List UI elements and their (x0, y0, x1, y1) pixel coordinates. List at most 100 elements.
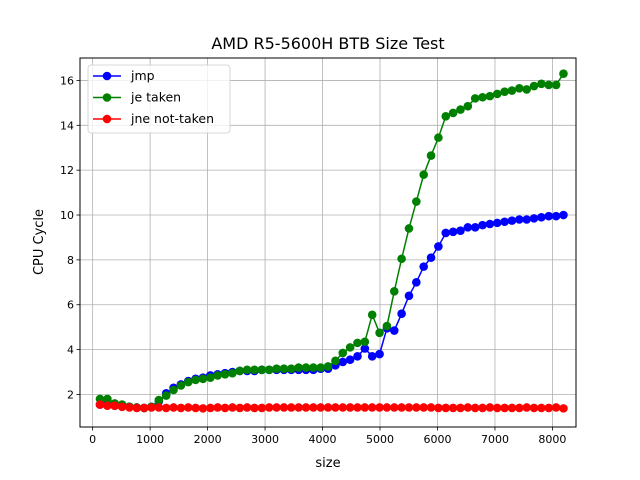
data-point-jne-not-taken (500, 403, 509, 413)
data-point-jne-not-taken (117, 402, 127, 412)
data-point-je-taken (206, 373, 215, 382)
data-point-jne-not-taken (375, 403, 384, 412)
x-tick-label: 8000 (538, 433, 566, 446)
data-point-jne-not-taken (397, 403, 406, 412)
data-point-je-taken (367, 310, 377, 320)
data-point-je-taken (478, 92, 487, 102)
data-point-jne-not-taken (250, 403, 259, 413)
legend-marker-jne-not-taken (102, 114, 112, 124)
data-point-je-taken (537, 79, 546, 89)
data-point-jne-not-taken (161, 403, 171, 413)
data-point-jne-not-taken (257, 403, 267, 413)
legend-marker-jmp (102, 71, 112, 81)
data-point-je-taken (220, 369, 230, 379)
data-point-jne-not-taken (507, 403, 517, 413)
data-point-jne-not-taken (345, 403, 355, 412)
data-point-jmp (507, 216, 517, 225)
data-point-jne-not-taken (103, 401, 112, 410)
data-point-jne-not-taken (169, 403, 178, 412)
data-point-jne-not-taken (110, 401, 120, 410)
data-point-jne-not-taken (220, 403, 230, 413)
data-point-jne-not-taken (522, 403, 531, 412)
data-point-jne-not-taken (213, 403, 223, 412)
data-point-je-taken (456, 105, 465, 114)
data-point-je-taken (559, 69, 568, 79)
data-point-je-taken (191, 375, 200, 385)
data-point-jne-not-taken (404, 403, 414, 412)
data-point-jne-not-taken (206, 403, 215, 413)
chart-title: AMD R5-5600H BTB Size Test (211, 34, 444, 53)
data-point-jmp (470, 223, 480, 232)
data-point-je-taken (161, 391, 171, 400)
data-point-jmp (537, 212, 546, 222)
data-point-jmp (345, 355, 355, 365)
axis-ticks: 0 1000 2000 3000 4000 5000 6000 7000 8000 2 4 6 8 10 1… (60, 74, 566, 446)
data-point-jne-not-taken (228, 403, 237, 412)
data-point-jne-not-taken (485, 403, 495, 412)
data-point-je-taken (301, 363, 311, 372)
data-point-jmp (478, 220, 487, 230)
data-point-je-taken (257, 365, 267, 375)
data-point-jne-not-taken (441, 403, 451, 413)
data-point-jne-not-taken (389, 403, 399, 412)
data-point-je-taken (331, 356, 340, 366)
data-point-je-taken (500, 87, 509, 96)
data-point-jmp (434, 242, 443, 251)
data-point-je-taken (250, 365, 259, 375)
y-tick-label: 14 (60, 119, 74, 132)
data-point-je-taken (551, 80, 561, 90)
legend: jmp je taken jne not-taken (87, 64, 231, 134)
data-point-jne-not-taken (529, 403, 539, 413)
data-point-jne-not-taken (191, 403, 200, 413)
data-point-je-taken (426, 151, 436, 160)
data-point-jne-not-taken (301, 403, 311, 412)
data-point-je-taken (338, 348, 348, 358)
x-axis-label: size (315, 456, 340, 471)
data-point-je-taken (412, 197, 421, 206)
data-point-jmp (551, 211, 561, 221)
x-tick-label: 4000 (309, 433, 337, 446)
data-point-je-taken (198, 374, 208, 384)
data-point-jne-not-taken (419, 403, 428, 412)
data-point-jne-not-taken (198, 404, 208, 413)
data-point-jne-not-taken (331, 403, 340, 412)
data-point-je-taken (515, 83, 524, 93)
data-point-je-taken (103, 394, 112, 404)
data-point-jne-not-taken (478, 403, 487, 413)
x-tick-label: 5000 (366, 433, 394, 446)
data-point-jmp (529, 214, 539, 223)
data-point-je-taken (529, 81, 539, 91)
data-point-je-taken (264, 365, 274, 375)
plot-frame (79, 57, 577, 428)
data-point-jne-not-taken (492, 403, 502, 413)
data-point-je-taken (242, 365, 252, 375)
data-point-jmp (360, 344, 370, 353)
data-point-jmp (485, 219, 495, 229)
data-point-je-taken (389, 286, 399, 296)
y-tick-label: 12 (60, 164, 74, 177)
data-point-jne-not-taken (434, 403, 443, 413)
x-tick-label: 3000 (251, 433, 279, 446)
legend-label-jne-not-taken: jne not-taken (130, 111, 214, 126)
data-point-jmp (389, 326, 399, 335)
data-point-jmp (463, 223, 473, 232)
data-point-jne-not-taken (515, 403, 524, 413)
data-point-jne-not-taken (183, 403, 193, 412)
data-point-je-taken (485, 91, 495, 101)
data-point-je-taken (154, 395, 164, 405)
data-point-jne-not-taken (132, 403, 142, 413)
data-point-je-taken (169, 385, 178, 395)
data-point-je-taken (309, 363, 318, 372)
y-axis-label: CPU Cycle (32, 209, 47, 275)
data-point-jne-not-taken (360, 403, 370, 412)
data-point-je-taken (353, 338, 362, 348)
data-point-jmp (426, 253, 436, 262)
data-point-jne-not-taken (382, 403, 392, 412)
data-point-je-taken (382, 321, 392, 331)
series-jne-not-taken (95, 400, 568, 413)
data-point-je-taken (235, 366, 245, 376)
data-point-je-taken (463, 101, 473, 111)
data-point-je-taken (470, 94, 480, 103)
data-point-jne-not-taken (139, 403, 149, 413)
